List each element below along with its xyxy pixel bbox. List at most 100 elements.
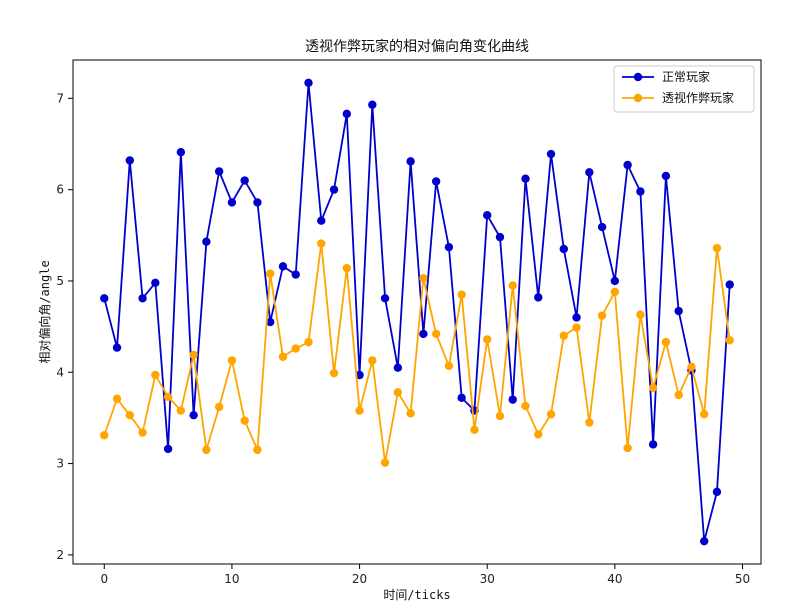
x-tick-label: 40 [607,572,622,586]
series-cheater-point [393,388,403,397]
series-cheater-point [597,311,607,320]
x-tick-label: 0 [100,572,108,586]
x-tick-label: 10 [224,572,239,586]
series-cheater-point [648,383,658,392]
series-cheater-point [444,361,454,371]
series-cheater-point [610,287,620,297]
series-normal-point [100,294,109,303]
series-cheater-point [253,445,262,455]
series-normal-point [712,487,722,497]
series-normal-point [253,198,262,207]
series-cheater-point [112,394,122,403]
series-cheater-point [661,337,671,347]
y-tick-label: 4 [56,365,64,379]
series-cheater-point [317,239,326,248]
series-normal-point [406,157,415,166]
series-cheater-point [534,430,543,439]
series-cheater-point [202,445,211,455]
series-normal-point [304,78,313,88]
series-cheater-point [674,390,683,400]
series-normal-point [125,156,135,165]
series-normal-point [419,329,428,339]
series-cheater-point [163,392,173,402]
series-cheater-point [240,416,249,425]
series-cheater-point [585,418,594,427]
series-cheater-point [470,425,479,434]
series-cheater-point [712,243,722,253]
series-layer [100,78,734,546]
series-cheater-point [636,310,645,319]
chart-title: 透视作弊玩家的相对偏向角变化曲线 [305,38,529,55]
series-normal-point [329,185,339,194]
series-cheater-point [406,409,415,418]
series-cheater-point [278,352,288,361]
series-normal-point [623,160,632,170]
series-normal-point [699,536,709,546]
series-normal-point [227,198,237,207]
series-normal-point [457,393,466,403]
series-normal-point [508,395,517,404]
legend-item-normal-marker [633,72,643,82]
series-normal-point [483,211,492,220]
series-normal-point [534,293,543,302]
series-cheater-point [419,274,428,283]
series-normal-point [151,278,160,287]
series-cheater-point [559,331,568,340]
x-axis: 0 10 20 30 40 50 [100,564,750,586]
plot-frame [72,59,762,565]
series-cheater-point [266,269,275,278]
y-tick-label: 7 [56,91,64,105]
series-normal-point [521,174,530,183]
series-normal-point [572,313,581,322]
series-normal-point [202,237,211,246]
series-cheater-point [304,337,313,347]
y-tick-label: 6 [56,183,64,197]
series-cheater-point [138,428,147,437]
y-tick-label: 2 [56,548,64,562]
series-normal-point [546,149,556,159]
series-normal-point [291,270,300,279]
series-cheater-point [483,335,492,344]
series-cheater-point [291,344,300,353]
series-cheater-point [687,362,696,371]
series-normal-point [380,294,390,303]
series-normal-point [240,176,249,185]
series-cheater-point [189,350,198,360]
series-normal-point [112,343,122,352]
series-cheater-point [431,329,441,339]
series-cheater-point [176,406,186,415]
series-cheater-point [214,402,224,412]
series-cheater-point [329,368,339,378]
series-cheater-point [380,458,390,467]
series-normal-point [176,148,186,157]
x-tick-label: 30 [480,572,495,586]
series-cheater-point [572,323,581,332]
series-cheater-point [227,356,237,365]
series-normal-point [368,100,377,109]
series-cheater-point [457,290,466,299]
x-tick-label: 20 [352,572,367,586]
series-cheater-point [508,281,517,290]
y-axis-label: 相对偏向角/angle [37,260,52,363]
series-normal-point [648,440,658,449]
series-normal-point [317,216,326,225]
series-normal-point [610,276,620,286]
series-cheater-point [546,410,556,419]
legend-item-cheater-label: 透视作弊玩家 [662,90,734,105]
series-cheater-point [368,356,377,365]
series-cheater-point [355,406,364,415]
series-cheater-point [521,401,530,411]
series-normal-point [585,168,594,177]
series-normal-point [725,280,734,289]
series-normal-point [266,317,275,327]
x-axis-label: 时间/ticks [383,588,450,602]
series-normal-point [636,187,645,196]
y-tick-label: 5 [56,274,64,288]
series-cheater-line [103,242,731,464]
series-normal-point [495,232,505,242]
series-normal-point [559,244,568,254]
series-normal-point [674,306,683,316]
legend-item-cheater-marker [633,93,643,103]
